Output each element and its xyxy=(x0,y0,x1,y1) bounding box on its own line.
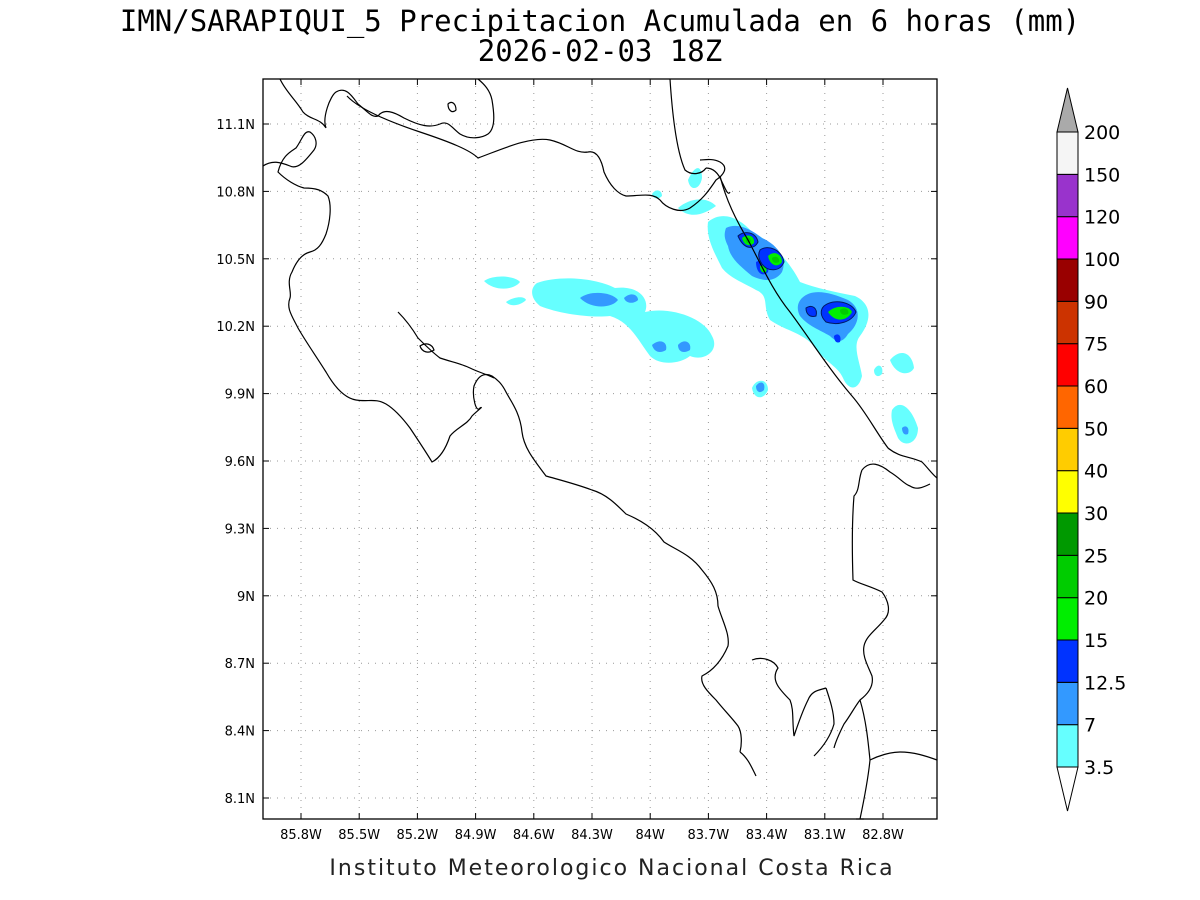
precip-area-north-coast xyxy=(678,199,716,215)
colorbar-swatch xyxy=(1056,512,1079,556)
lon-tick-label: 83.4W xyxy=(746,828,788,843)
precip-area-central xyxy=(532,278,715,363)
precip-7mm-east xyxy=(902,426,909,435)
precip-7mm-central3 xyxy=(678,341,691,353)
colorbar-label: 20 xyxy=(1084,588,1108,610)
colorbar-swatch xyxy=(1056,554,1079,599)
colorbar-swatch xyxy=(1056,216,1079,260)
precip-area-east2 xyxy=(891,404,918,444)
precip-area-east1 xyxy=(890,353,914,374)
colorbar-label: 150 xyxy=(1084,164,1120,186)
colorbar-swatch xyxy=(1056,427,1079,472)
colorbar-label: 40 xyxy=(1084,461,1108,483)
map-grid xyxy=(263,79,937,819)
colorbar-max-arrow xyxy=(1056,87,1079,133)
colorbar-label: 75 xyxy=(1084,334,1108,356)
colorbar-swatch xyxy=(1056,597,1079,641)
colorbar-label: 120 xyxy=(1084,207,1120,229)
precip-20mm-b xyxy=(772,256,780,263)
precip-area-tiny2 xyxy=(874,365,883,377)
lat-tick-label: 9.3N xyxy=(225,522,255,537)
lon-tick-label: 82.8W xyxy=(862,828,904,843)
precip-7mm-south xyxy=(756,382,765,393)
lat-tick-label: 8.4N xyxy=(225,725,255,740)
credit-text: Instituto Meteorologico Nacional Costa R… xyxy=(329,856,895,881)
colorbar-swatch xyxy=(1056,470,1079,514)
colorbar-label: 15 xyxy=(1084,630,1108,652)
precip-area-small-west2 xyxy=(506,297,526,306)
lon-tick-label: 83.7W xyxy=(687,828,729,843)
axis-ticks: 85.8W 85.5W 85.2W 84.9W 84.6W 84.3W 84W 83.7W 83… xyxy=(216,79,937,843)
lon-tick-label: 84W xyxy=(635,828,665,843)
colorbar-swatch xyxy=(1056,724,1079,768)
colorbar-label: 3.5 xyxy=(1084,757,1114,779)
colorbar-swatch xyxy=(1056,173,1079,218)
lat-tick-label: 9N xyxy=(237,590,255,605)
colorbar-swatch xyxy=(1056,681,1079,726)
precip-7mm-central4 xyxy=(624,294,638,303)
precip-20mm-c xyxy=(840,308,849,315)
colorbar-label: 60 xyxy=(1084,376,1108,398)
lat-tick-label: 8.7N xyxy=(225,657,255,672)
colorbar-label: 90 xyxy=(1084,291,1108,313)
colorbar-label: 25 xyxy=(1084,545,1108,567)
colorbar-swatch xyxy=(1056,258,1079,302)
precip-contours xyxy=(737,232,857,325)
map-title: IMN/SARAPIQUI_5 Precipitacion Acumulada … xyxy=(119,4,1081,38)
colorbar-label: 50 xyxy=(1084,418,1108,440)
map-subtitle-date: 2026-02-03 18Z xyxy=(477,34,723,68)
colorbar-label: 7 xyxy=(1084,715,1096,737)
colorbar-swatch xyxy=(1056,300,1079,345)
lon-tick-label: 85.8W xyxy=(280,828,322,843)
colorbar-min-arrow xyxy=(1056,766,1079,812)
colorbar-swatch xyxy=(1056,385,1079,429)
lat-tick-label: 9.6N xyxy=(225,455,255,470)
lon-tick-label: 85.2W xyxy=(396,828,438,843)
lat-tick-label: 10.2N xyxy=(216,320,255,335)
lat-tick-label: 8.1N xyxy=(225,792,255,807)
lat-tick-label: 9.9N xyxy=(225,388,255,403)
lon-tick-label: 84.9W xyxy=(455,828,497,843)
lat-tick-label: 10.8N xyxy=(216,185,255,200)
coastlines xyxy=(262,78,938,820)
lon-tick-label: 84.3W xyxy=(571,828,613,843)
precip-12mm-d xyxy=(806,306,817,317)
colorbar-label: 12.5 xyxy=(1084,672,1126,694)
precip-12mm-f xyxy=(834,334,841,343)
lon-tick-label: 84.6W xyxy=(513,828,555,843)
precip-7mm-central1 xyxy=(580,292,618,307)
colorbar: 3.5 7 12.5 15 20 25 30 40 50 60 75 90 100 120 150 200 xyxy=(1056,87,1126,812)
colorbar-swatch xyxy=(1056,131,1079,175)
lon-tick-label: 83.1W xyxy=(804,828,846,843)
lat-tick-label: 11.1N xyxy=(216,118,255,133)
map-frame xyxy=(262,78,938,820)
colorbar-label: 200 xyxy=(1084,122,1120,144)
precip-area-small-west xyxy=(484,276,520,289)
lon-tick-label: 85.5W xyxy=(338,828,380,843)
colorbar-label: 30 xyxy=(1084,503,1108,525)
precip-7mm-central2 xyxy=(652,341,667,353)
lat-tick-label: 10.5N xyxy=(216,253,255,268)
colorbar-swatch xyxy=(1056,639,1079,683)
colorbar-label: 100 xyxy=(1084,249,1120,271)
colorbar-swatch xyxy=(1056,343,1079,387)
